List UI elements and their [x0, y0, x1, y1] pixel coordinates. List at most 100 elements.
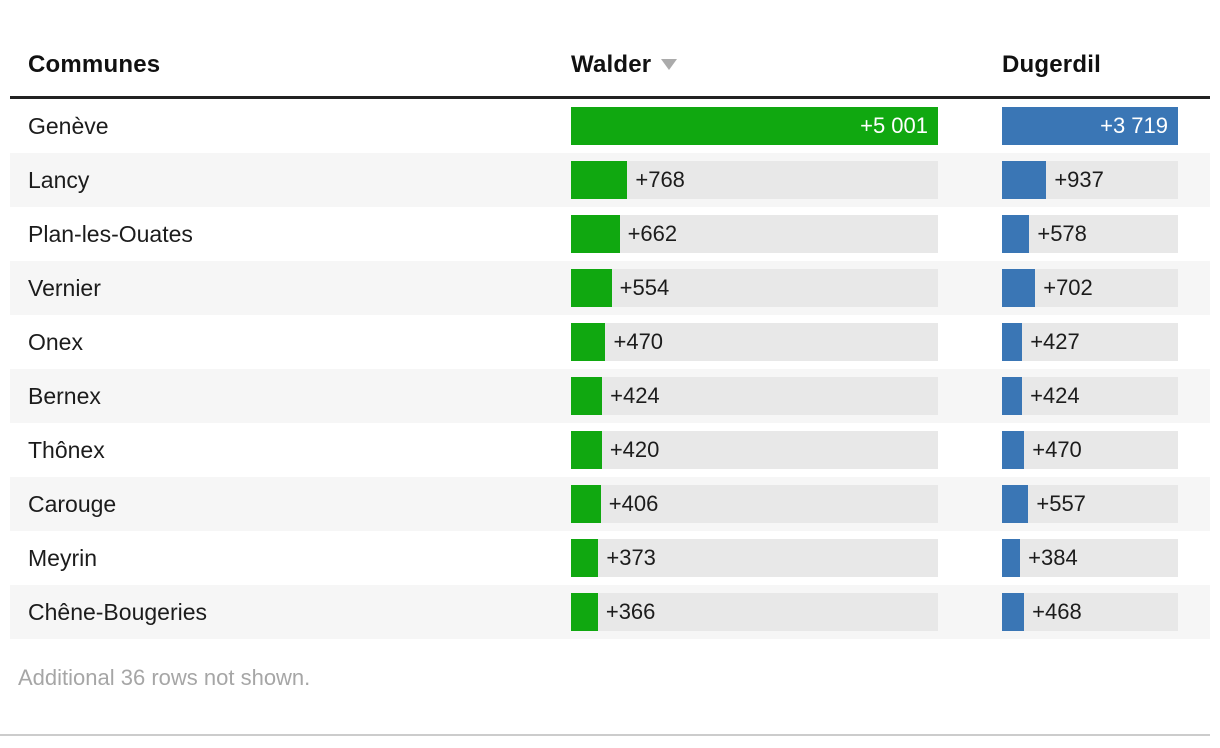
dugerdil-value-label: +470 — [1032, 437, 1082, 462]
walder-bar — [571, 269, 612, 307]
table-row: Plan-les-Ouates +662 +578 — [10, 207, 1210, 261]
column-header-walder-label: Walder — [571, 51, 652, 78]
commune-cell: Plan-les-Ouates — [28, 221, 193, 247]
column-header-dugerdil[interactable]: Dugerdil — [1002, 51, 1178, 79]
walder-bar — [571, 485, 601, 523]
column-gap — [938, 423, 1002, 477]
column-gap — [938, 369, 1002, 423]
walder-bar-track: +470 — [571, 323, 938, 361]
dugerdil-value-label: +424 — [1030, 383, 1080, 408]
dugerdil-bar-track: +3 719 — [1002, 107, 1178, 145]
table-row: Chêne-Bougeries +366 +468 — [10, 585, 1210, 639]
column-gap — [938, 477, 1002, 531]
walder-bar-track: +366 — [571, 593, 938, 631]
walder-bar — [571, 539, 599, 577]
walder-bar — [571, 215, 620, 253]
walder-bar-track: +554 — [571, 269, 938, 307]
walder-bar — [571, 323, 606, 361]
walder-value-label: +768 — [635, 167, 685, 192]
walder-value-label: +554 — [619, 275, 670, 300]
walder-bar — [571, 161, 628, 199]
dugerdil-bar — [1002, 269, 1036, 307]
walder-value-label: +373 — [606, 545, 656, 570]
column-gap — [938, 585, 1002, 639]
walder-bar-track: +662 — [571, 215, 938, 253]
row-right-pad — [1178, 261, 1210, 315]
commune-cell: Chêne-Bougeries — [28, 599, 208, 625]
dugerdil-bar — [1002, 215, 1030, 253]
dugerdil-bar-track: +702 — [1002, 269, 1178, 307]
commune-cell: Onex — [28, 329, 83, 355]
walder-bar-track: +424 — [571, 377, 938, 415]
column-header-walder[interactable]: Walder — [571, 51, 938, 79]
dugerdil-bar — [1002, 323, 1023, 361]
dugerdil-bar: +3 719 — [1002, 107, 1178, 145]
walder-bar: +5 001 — [571, 107, 938, 145]
table-row: Meyrin +373 +384 — [10, 531, 1210, 585]
dugerdil-value-label: +578 — [1037, 221, 1087, 246]
dugerdil-value-label: +384 — [1028, 545, 1078, 570]
dugerdil-value-label: +427 — [1030, 329, 1080, 354]
sort-desc-icon — [661, 58, 678, 70]
column-header-dugerdil-label: Dugerdil — [1002, 51, 1101, 78]
dugerdil-bar — [1002, 431, 1025, 469]
dugerdil-value-label: +468 — [1032, 599, 1082, 624]
commune-cell: Bernex — [28, 383, 101, 409]
dugerdil-bar-track: +424 — [1002, 377, 1178, 415]
row-right-pad — [1178, 207, 1210, 261]
dugerdil-bar — [1002, 377, 1023, 415]
dugerdil-value-label: +937 — [1054, 167, 1104, 192]
column-header-communes[interactable]: Communes — [10, 51, 571, 79]
walder-value-label: +662 — [627, 221, 678, 246]
commune-cell: Thônex — [28, 437, 105, 463]
commune-cell: Lancy — [28, 167, 90, 193]
walder-value-label: +470 — [613, 329, 664, 354]
row-right-pad — [1178, 477, 1210, 531]
walder-value-label: +366 — [605, 599, 656, 624]
dugerdil-value-label: +557 — [1036, 491, 1086, 516]
walder-bar-track: +768 — [571, 161, 938, 199]
row-right-pad — [1178, 585, 1210, 639]
dugerdil-value-label: +702 — [1043, 275, 1093, 300]
walder-bar — [571, 593, 598, 631]
row-right-pad — [1178, 531, 1210, 585]
commune-cell: Vernier — [28, 275, 101, 301]
commune-cell: Genève — [28, 113, 109, 139]
row-right-pad — [1178, 153, 1210, 207]
dugerdil-value-label: +3 719 — [1100, 113, 1168, 138]
dugerdil-bar-track: +427 — [1002, 323, 1178, 361]
table-header-row: Communes Walder Dugerdil — [10, 0, 1210, 99]
dugerdil-bar — [1002, 161, 1047, 199]
table-row: Vernier +554 +702 — [10, 261, 1210, 315]
dugerdil-bar-track: +937 — [1002, 161, 1178, 199]
dugerdil-bar — [1002, 593, 1025, 631]
table-row: Onex +470 +427 — [10, 315, 1210, 369]
dugerdil-bar-track: +578 — [1002, 215, 1178, 253]
walder-bar-track: +5 001 — [571, 107, 938, 145]
walder-bar-track: +373 — [571, 539, 938, 577]
commune-cell: Carouge — [28, 491, 117, 517]
table-row: Genève +5 001 +3 719 — [10, 99, 1210, 153]
rows-not-shown-note: Additional 36 rows not shown. — [18, 665, 311, 690]
walder-bar — [571, 377, 603, 415]
walder-bar-track: +406 — [571, 485, 938, 523]
walder-value-label: +420 — [609, 437, 660, 462]
table-body: Genève +5 001 +3 719 Lancy +768 +937 Plan-les-… — [10, 99, 1210, 639]
dugerdil-bar-track: +468 — [1002, 593, 1178, 631]
column-gap — [938, 99, 1002, 153]
table-row: Bernex +424 +424 — [10, 369, 1210, 423]
bottom-divider — [0, 734, 1210, 736]
dugerdil-bar-track: +470 — [1002, 431, 1178, 469]
column-header-communes-label: Communes — [28, 51, 161, 78]
row-right-pad — [1178, 369, 1210, 423]
communes-table: Communes Walder Dugerdil Genève +5 001 +3 … — [10, 0, 1210, 691]
dugerdil-bar-track: +557 — [1002, 485, 1178, 523]
walder-value-label: +424 — [610, 383, 660, 408]
walder-bar-track: +420 — [571, 431, 938, 469]
table-row: Lancy +768 +937 — [10, 153, 1210, 207]
row-right-pad — [1178, 99, 1210, 153]
dugerdil-bar — [1002, 539, 1021, 577]
row-right-pad — [1178, 423, 1210, 477]
column-gap — [938, 531, 1002, 585]
